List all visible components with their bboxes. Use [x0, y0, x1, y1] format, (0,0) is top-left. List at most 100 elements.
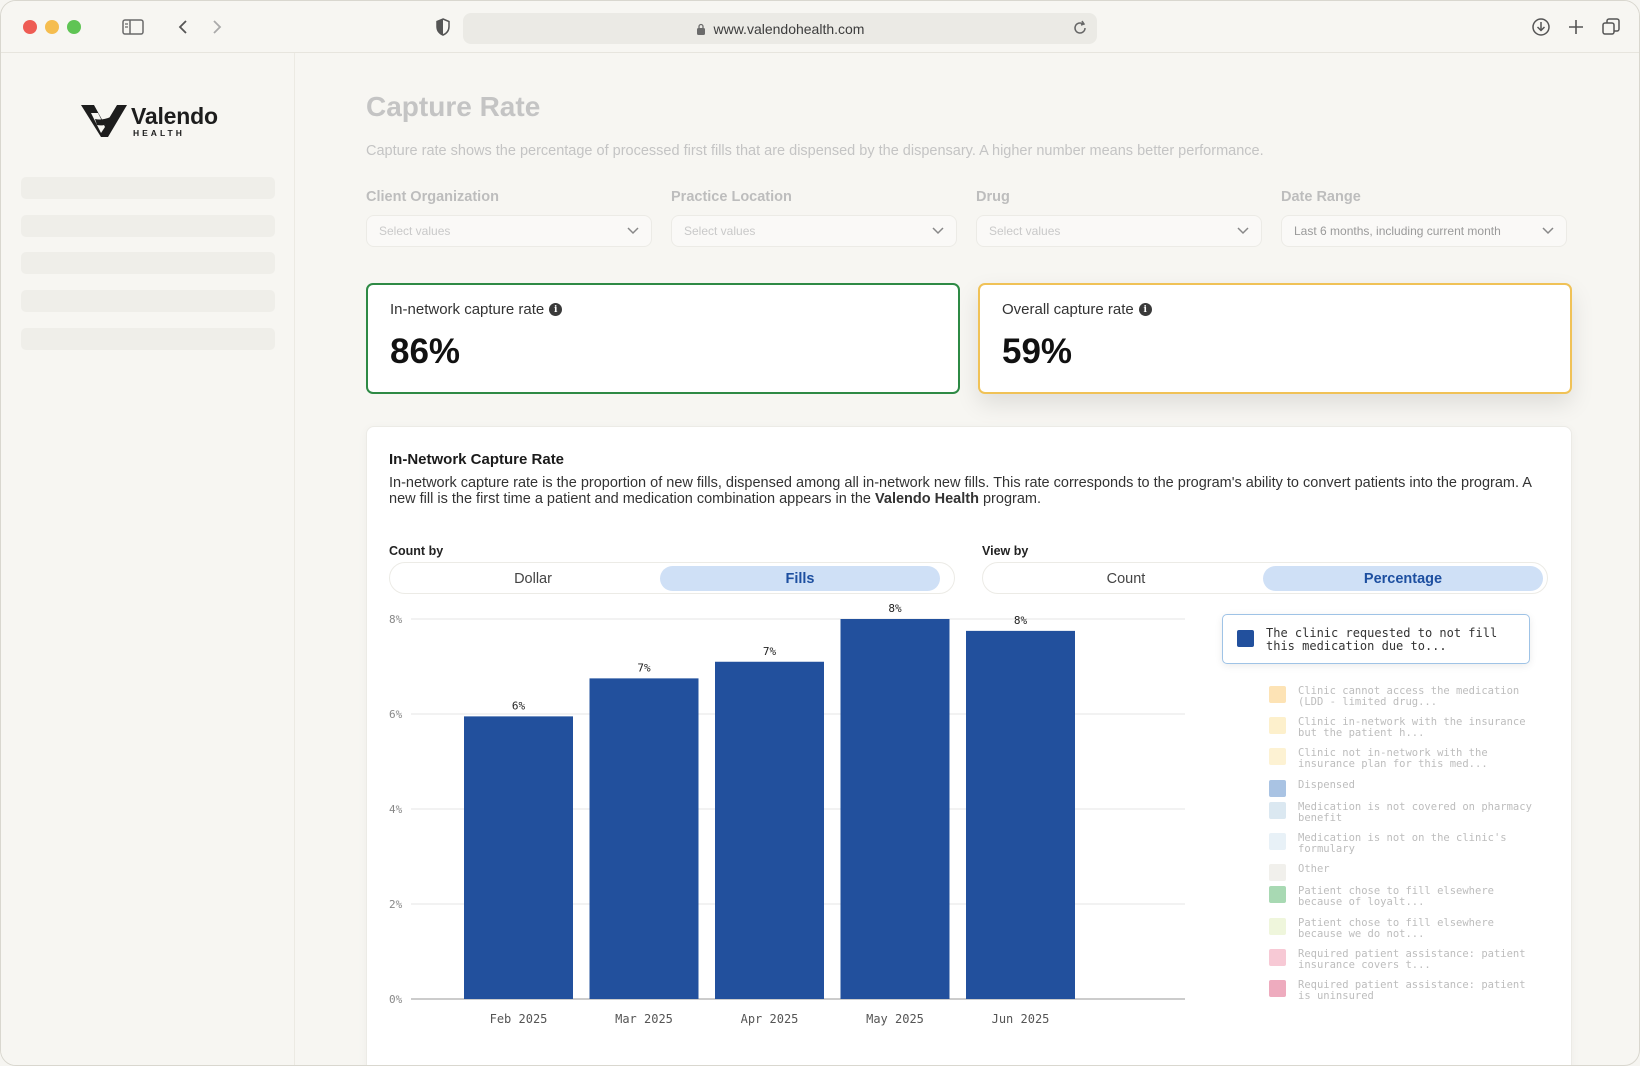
- legend-item[interactable]: Dispensed: [1269, 780, 1539, 797]
- address-bar[interactable]: www.valendohealth.com: [463, 13, 1097, 44]
- legend-item[interactable]: Required patient assistance: patient ins…: [1269, 949, 1539, 971]
- y-tick-label: 0%: [389, 993, 403, 1006]
- panel-description: In-network capture rate is the proportio…: [389, 475, 1539, 507]
- legend-swatch: [1269, 833, 1286, 850]
- filter-label: Drug: [976, 189, 1010, 205]
- legend-label: Medication is not covered on pharmacy be…: [1298, 801, 1532, 824]
- back-icon[interactable]: [171, 15, 195, 39]
- legend-swatch: [1269, 686, 1286, 703]
- legend-item[interactable]: Patient chose to fill elsewhere because …: [1269, 886, 1539, 908]
- close-window-button[interactable]: [23, 20, 37, 34]
- legend-swatch: [1269, 886, 1286, 903]
- sidebar-item-placeholder[interactable]: [21, 290, 275, 312]
- practice-location-select[interactable]: Select values: [671, 215, 957, 247]
- sidebar-item-placeholder[interactable]: [21, 215, 275, 237]
- filter-practice-location: Practice Location Select values: [671, 189, 957, 247]
- panel-description-text: In-network capture rate is the proportio…: [389, 475, 1532, 507]
- chart-bar[interactable]: [840, 619, 950, 999]
- select-placeholder: Select values: [379, 224, 451, 238]
- maximize-window-button[interactable]: [67, 20, 81, 34]
- legend-swatch: [1269, 780, 1286, 797]
- panel-description-end: program.: [978, 491, 1042, 507]
- metric-label: In-network capture rate: [390, 301, 545, 318]
- info-icon[interactable]: i: [1138, 303, 1152, 316]
- legend-swatch: [1269, 802, 1286, 819]
- legend-item[interactable]: Clinic in-network with the insurance but…: [1269, 717, 1539, 739]
- filter-label: Date Range: [1281, 189, 1361, 205]
- date-range-select[interactable]: Last 6 months, including current month: [1281, 215, 1567, 247]
- legend-swatch: [1237, 630, 1254, 647]
- count-by-fills-option[interactable]: Fills: [660, 566, 940, 591]
- legend-item[interactable]: Patient chose to fill elsewhere because …: [1269, 918, 1539, 940]
- chevron-down-icon: [932, 227, 944, 235]
- overall-capture-rate-card: Overall capture rate i 59%: [978, 283, 1572, 394]
- legend-item[interactable]: Medication is not on the clinic's formul…: [1269, 833, 1539, 855]
- legend-highlighted-item[interactable]: The clinic requested to not fill this me…: [1222, 614, 1530, 664]
- y-tick-label: 8%: [389, 613, 403, 626]
- chart-bar[interactable]: [464, 716, 573, 999]
- legend-item[interactable]: Clinic cannot access the medication (LDD…: [1269, 686, 1539, 708]
- chevron-down-icon: [1237, 227, 1249, 235]
- logo-name: Valendo: [131, 103, 218, 129]
- new-tab-icon[interactable]: [1564, 15, 1588, 39]
- x-tick-label: Mar 2025: [615, 1012, 673, 1026]
- url-text: www.valendohealth.com: [713, 20, 865, 37]
- sidebar: Valendo HEALTH: [1, 53, 295, 1065]
- select-placeholder: Select values: [684, 224, 756, 238]
- bar-chart-svg: 0% 2% 4% 6% 8% 6% Feb 2025 7% Mar 2025 7% Apr 2025…: [389, 602, 1185, 1026]
- valendo-logo-mark-icon: [81, 105, 127, 137]
- valendo-logo[interactable]: Valendo HEALTH: [81, 103, 218, 139]
- view-by-percentage-option[interactable]: Percentage: [1263, 566, 1543, 591]
- legend-label: Required patient assistance: patient is …: [1298, 979, 1526, 1002]
- chart-bar[interactable]: [715, 661, 824, 999]
- select-value: Last 6 months, including current month: [1294, 224, 1501, 238]
- filter-drug: Drug Select values: [976, 189, 1262, 247]
- client-organization-select[interactable]: Select values: [366, 215, 652, 247]
- legend-swatch: [1269, 717, 1286, 734]
- sidebar-toggle-icon[interactable]: [121, 15, 145, 39]
- view-by-count-option[interactable]: Count: [1106, 570, 1146, 587]
- forward-icon[interactable]: [205, 15, 229, 39]
- bar-data-label: 8%: [1014, 614, 1028, 627]
- chevron-down-icon: [1542, 227, 1554, 235]
- x-tick-label: Jun 2025: [992, 1012, 1050, 1026]
- privacy-shield-icon[interactable]: [431, 15, 455, 39]
- legend-label: Dispensed: [1298, 779, 1355, 791]
- legend-label: Other: [1298, 863, 1330, 875]
- legend-item[interactable]: Clinic not in-network with the insurance…: [1269, 748, 1539, 770]
- legend-label: Medication is not on the clinic's formul…: [1298, 832, 1507, 855]
- legend-swatch: [1269, 980, 1286, 997]
- info-icon[interactable]: i: [549, 303, 563, 316]
- drug-select[interactable]: Select values: [976, 215, 1262, 247]
- y-tick-label: 4%: [389, 803, 403, 816]
- reload-icon[interactable]: [1071, 19, 1089, 37]
- sidebar-item-placeholder[interactable]: [21, 177, 275, 199]
- page-title: Capture Rate: [366, 91, 541, 122]
- panel-description-brand: Valendo Health: [875, 491, 979, 507]
- panel-title: In-Network Capture Rate: [389, 451, 565, 468]
- legend-swatch: [1269, 918, 1286, 935]
- metric-value: 86%: [390, 332, 461, 371]
- bar-data-label: 7%: [637, 661, 651, 674]
- legend-item[interactable]: Medication is not covered on pharmacy be…: [1269, 802, 1539, 824]
- legend-item[interactable]: Required patient assistance: patient is …: [1269, 980, 1539, 1002]
- y-tick-label: 6%: [389, 708, 403, 721]
- select-placeholder: Select values: [989, 224, 1061, 238]
- y-tick-label: 2%: [389, 898, 403, 911]
- count-by-dollar-option[interactable]: Dollar: [514, 570, 552, 587]
- chart-bar[interactable]: [589, 678, 699, 999]
- chart-bar[interactable]: [966, 630, 1075, 999]
- download-icon[interactable]: [1529, 15, 1553, 39]
- metric-label: Overall capture rate: [1002, 301, 1134, 318]
- legend-label: The clinic requested to not fill this me…: [1266, 626, 1498, 653]
- tab-overview-icon[interactable]: [1599, 15, 1623, 39]
- legend-item[interactable]: Other: [1269, 864, 1539, 881]
- filter-client-organization: Client Organization Select values: [366, 189, 652, 247]
- bar-data-label: 7%: [763, 645, 777, 658]
- bar-data-label: 6%: [512, 699, 526, 712]
- sidebar-item-placeholder[interactable]: [21, 252, 275, 274]
- minimize-window-button[interactable]: [45, 20, 59, 34]
- capture-rate-bar-chart: 0% 2% 4% 6% 8% 6% Feb 2025 7% Mar 2025 7% Apr 2025…: [367, 602, 1573, 1065]
- sidebar-item-placeholder[interactable]: [21, 328, 275, 350]
